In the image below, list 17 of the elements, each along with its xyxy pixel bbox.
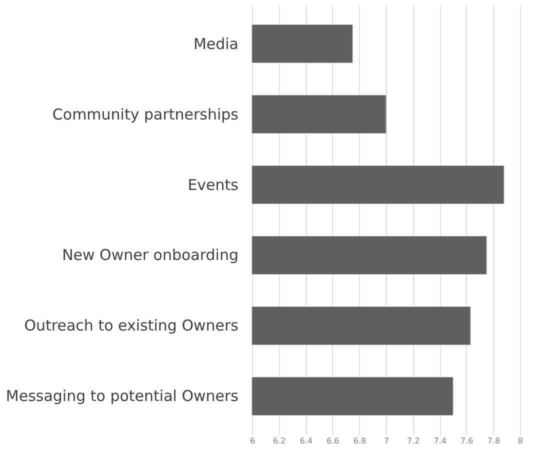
x-tick-label: 6.2 (272, 436, 286, 446)
y-tick-label: Messaging to potential Owners (6, 387, 239, 406)
x-tick-label: 8 (518, 436, 524, 446)
x-tick-label: 7.4 (434, 436, 446, 446)
y-tick-label: Events (188, 176, 239, 194)
x-tick-label: 6.6 (326, 436, 340, 446)
x-tick-label: 6 (250, 436, 256, 446)
x-tick-label: 7.2 (406, 436, 420, 446)
x-tick-label: 7.8 (487, 436, 500, 446)
x-tick-label: 7.6 (460, 436, 474, 446)
y-tick-label: New Owner onboarding (62, 246, 238, 264)
x-tick-label: 7 (384, 436, 390, 446)
y-tick-label: Community partnerships (52, 105, 239, 124)
y-tick-label: Outreach to existing Owners (24, 316, 239, 335)
x-tick-label: 6.8 (353, 436, 366, 446)
x-tick-label: 6.4 (300, 436, 312, 446)
y-tick-label: Media (193, 34, 238, 53)
